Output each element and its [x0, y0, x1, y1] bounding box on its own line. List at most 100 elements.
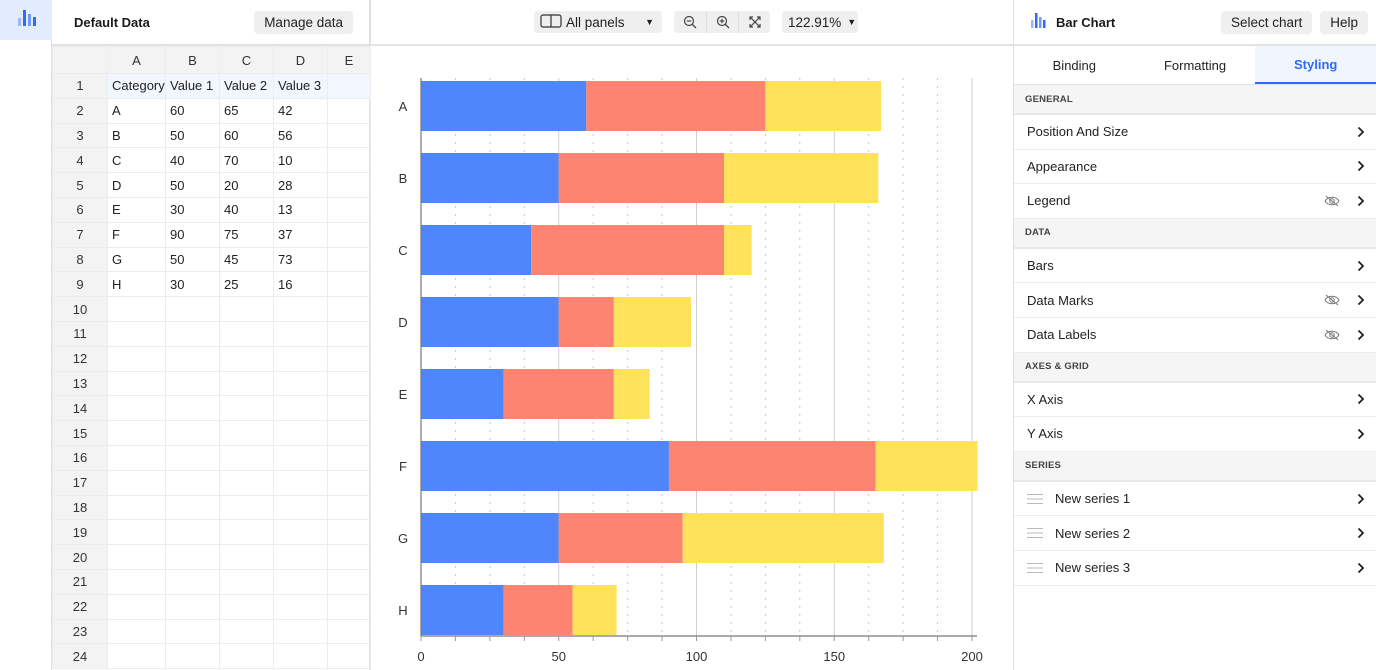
table-cell[interactable]: [107, 519, 166, 546]
table-cell[interactable]: [327, 147, 371, 174]
tab-styling[interactable]: Styling: [1255, 46, 1376, 84]
row-header[interactable]: 2: [52, 97, 108, 124]
table-cell[interactable]: 30: [165, 271, 220, 298]
row-header[interactable]: 17: [52, 469, 108, 496]
table-cell[interactable]: [327, 73, 371, 99]
table-cell[interactable]: [107, 568, 166, 595]
table-cell[interactable]: 13: [273, 196, 328, 223]
table-cell[interactable]: [273, 345, 328, 372]
table-cell[interactable]: 50: [165, 172, 220, 198]
table-cell[interactable]: D: [107, 172, 166, 198]
column-header[interactable]: E: [327, 46, 371, 74]
table-cell[interactable]: Value 1: [165, 73, 220, 99]
bar-segment[interactable]: [503, 585, 573, 635]
table-cell[interactable]: [327, 618, 371, 645]
table-cell[interactable]: [165, 444, 220, 471]
table-cell[interactable]: [327, 271, 371, 298]
fit-screen-button[interactable]: [738, 11, 770, 33]
table-cell[interactable]: [219, 469, 274, 496]
table-cell[interactable]: 20: [219, 172, 274, 198]
table-cell[interactable]: [165, 345, 220, 372]
table-cell[interactable]: [107, 469, 166, 496]
table-cell[interactable]: [219, 519, 274, 546]
bar-segment[interactable]: [765, 81, 882, 131]
row-header[interactable]: 14: [52, 395, 108, 422]
row-header[interactable]: 6: [52, 196, 108, 223]
table-cell[interactable]: [273, 519, 328, 546]
settings-row-y-axis[interactable]: Y Axis: [1014, 417, 1376, 452]
column-header[interactable]: C: [219, 46, 274, 74]
table-cell[interactable]: [219, 643, 274, 670]
bar-segment[interactable]: [682, 513, 884, 563]
row-header[interactable]: 13: [52, 370, 108, 397]
select-chart-button[interactable]: Select chart: [1220, 10, 1313, 34]
settings-row-new-series-2[interactable]: New series 2: [1014, 516, 1376, 551]
bar-segment[interactable]: [724, 153, 879, 203]
drag-handle-icon[interactable]: [1027, 527, 1045, 539]
column-header[interactable]: B: [165, 46, 220, 74]
zoom-out-button[interactable]: [674, 11, 706, 33]
table-cell[interactable]: 40: [165, 147, 220, 174]
table-cell[interactable]: 70: [219, 147, 274, 174]
column-header[interactable]: A: [107, 46, 166, 74]
table-cell[interactable]: [273, 444, 328, 471]
table-cell[interactable]: [327, 246, 371, 273]
bar-segment[interactable]: [586, 81, 766, 131]
table-cell[interactable]: [273, 568, 328, 595]
table-cell[interactable]: [165, 420, 220, 446]
table-cell[interactable]: [165, 643, 220, 670]
table-cell[interactable]: [219, 568, 274, 595]
table-cell[interactable]: [273, 296, 328, 322]
table-cell[interactable]: [273, 395, 328, 422]
table-cell[interactable]: [219, 494, 274, 521]
table-cell[interactable]: [107, 494, 166, 521]
table-cell[interactable]: [219, 345, 274, 372]
settings-row-position-and-size[interactable]: Position And Size: [1014, 115, 1376, 150]
bar-segment[interactable]: [724, 225, 752, 275]
table-cell[interactable]: [219, 618, 274, 645]
table-cell[interactable]: [273, 469, 328, 496]
column-header[interactable]: D: [273, 46, 328, 74]
tab-formatting[interactable]: Formatting: [1163, 57, 1227, 73]
visibility-off-icon[interactable]: [1324, 195, 1342, 207]
visibility-off-icon[interactable]: [1324, 329, 1342, 341]
table-cell[interactable]: [107, 370, 166, 397]
bar-segment[interactable]: [421, 297, 559, 347]
bar-segment[interactable]: [421, 513, 559, 563]
table-cell[interactable]: C: [107, 147, 166, 174]
table-cell[interactable]: [327, 97, 371, 124]
table-cell[interactable]: 28: [273, 172, 328, 198]
table-cell[interactable]: [107, 643, 166, 670]
visibility-off-icon[interactable]: [1324, 294, 1342, 306]
bar-segment[interactable]: [421, 585, 504, 635]
table-cell[interactable]: [273, 494, 328, 521]
table-cell[interactable]: [219, 444, 274, 471]
table-cell[interactable]: [327, 568, 371, 595]
bar-segment[interactable]: [421, 369, 504, 419]
bar-segment[interactable]: [421, 441, 669, 491]
settings-row-bars[interactable]: Bars: [1014, 249, 1376, 284]
row-header[interactable]: 20: [52, 544, 108, 570]
table-cell[interactable]: [327, 296, 371, 322]
table-cell[interactable]: [327, 494, 371, 521]
table-cell[interactable]: 50: [165, 122, 220, 149]
drag-handle-icon[interactable]: [1027, 493, 1045, 505]
table-cell[interactable]: [107, 395, 166, 422]
bar-segment[interactable]: [558, 513, 683, 563]
table-cell[interactable]: 25: [219, 271, 274, 298]
table-cell[interactable]: [327, 469, 371, 496]
table-cell[interactable]: [219, 320, 274, 347]
table-cell[interactable]: 73: [273, 246, 328, 273]
table-cell[interactable]: A: [107, 97, 166, 124]
row-header[interactable]: 15: [52, 420, 108, 446]
bar-segment[interactable]: [613, 297, 691, 347]
zoom-in-button[interactable]: [706, 11, 738, 33]
rail-item-chart[interactable]: [0, 0, 52, 40]
row-header[interactable]: 11: [52, 320, 108, 347]
table-cell[interactable]: [327, 444, 371, 471]
table-cell[interactable]: [165, 370, 220, 397]
table-cell[interactable]: G: [107, 246, 166, 273]
row-header[interactable]: 4: [52, 147, 108, 174]
settings-row-legend[interactable]: Legend: [1014, 184, 1376, 219]
settings-row-new-series-1[interactable]: New series 1: [1014, 482, 1376, 517]
